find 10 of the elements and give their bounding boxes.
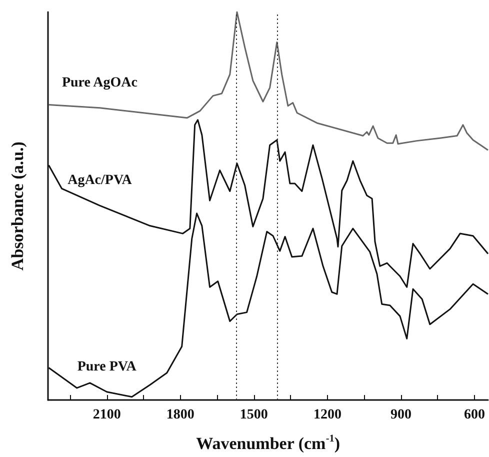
x-tick-label: 600 xyxy=(464,408,486,422)
series-label: Pure PVA xyxy=(77,359,138,374)
x-tick-label: 2100 xyxy=(92,408,121,422)
series-label: Pure AgOAc xyxy=(62,75,138,90)
x-tick-label: 1500 xyxy=(240,408,268,422)
x-tick-label: 1200 xyxy=(313,408,342,422)
series-label: AgAc/PVA xyxy=(68,173,133,188)
y-axis-title: Absorbance (a.u.) xyxy=(8,142,27,270)
x-tick-label: 1800 xyxy=(166,408,194,422)
x-tick-label: 900 xyxy=(390,408,412,422)
